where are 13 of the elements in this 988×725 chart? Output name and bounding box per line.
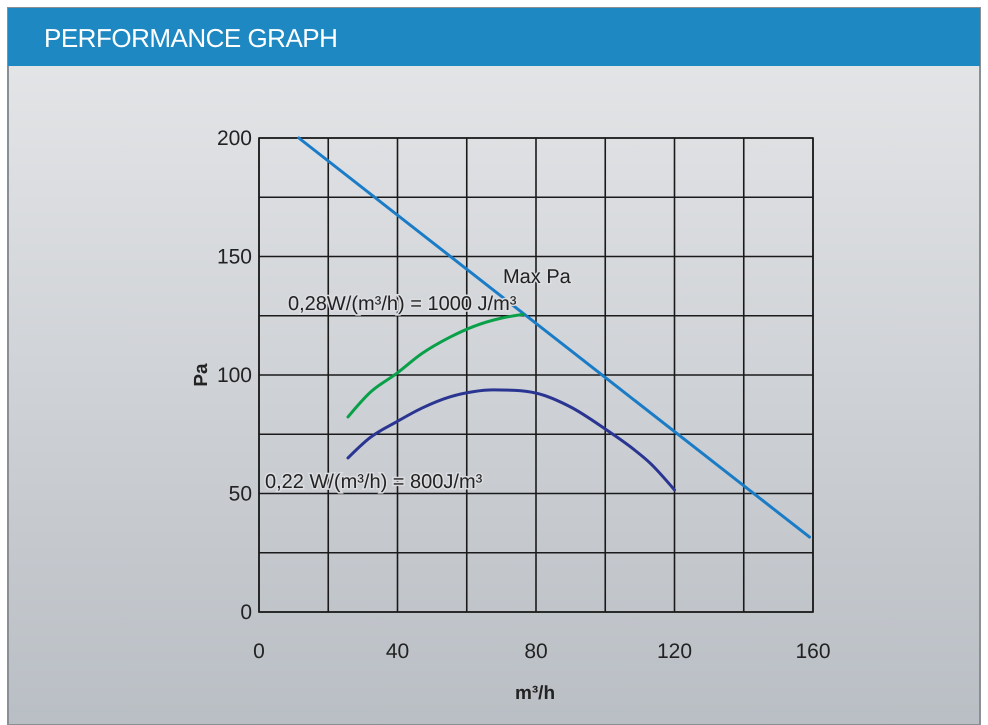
y-axis-title: Pa <box>191 362 212 387</box>
x-tick-label: 40 <box>386 640 410 663</box>
chart-title: PERFORMANCE GRAPH <box>44 23 338 53</box>
line-series <box>346 312 525 418</box>
x-tick-label: 120 <box>656 640 692 663</box>
x-axis-title: m³/h <box>514 683 556 704</box>
x-tick-label: 80 <box>524 640 548 663</box>
y-tick-label: 0 <box>240 601 252 624</box>
y-tick-label: 150 <box>216 246 252 268</box>
x-tick-label: 160 <box>795 640 831 663</box>
y-tick-label: 100 <box>216 364 252 387</box>
y-tick-label: 200 <box>216 127 252 150</box>
y-tick-label: 50 <box>228 482 252 506</box>
